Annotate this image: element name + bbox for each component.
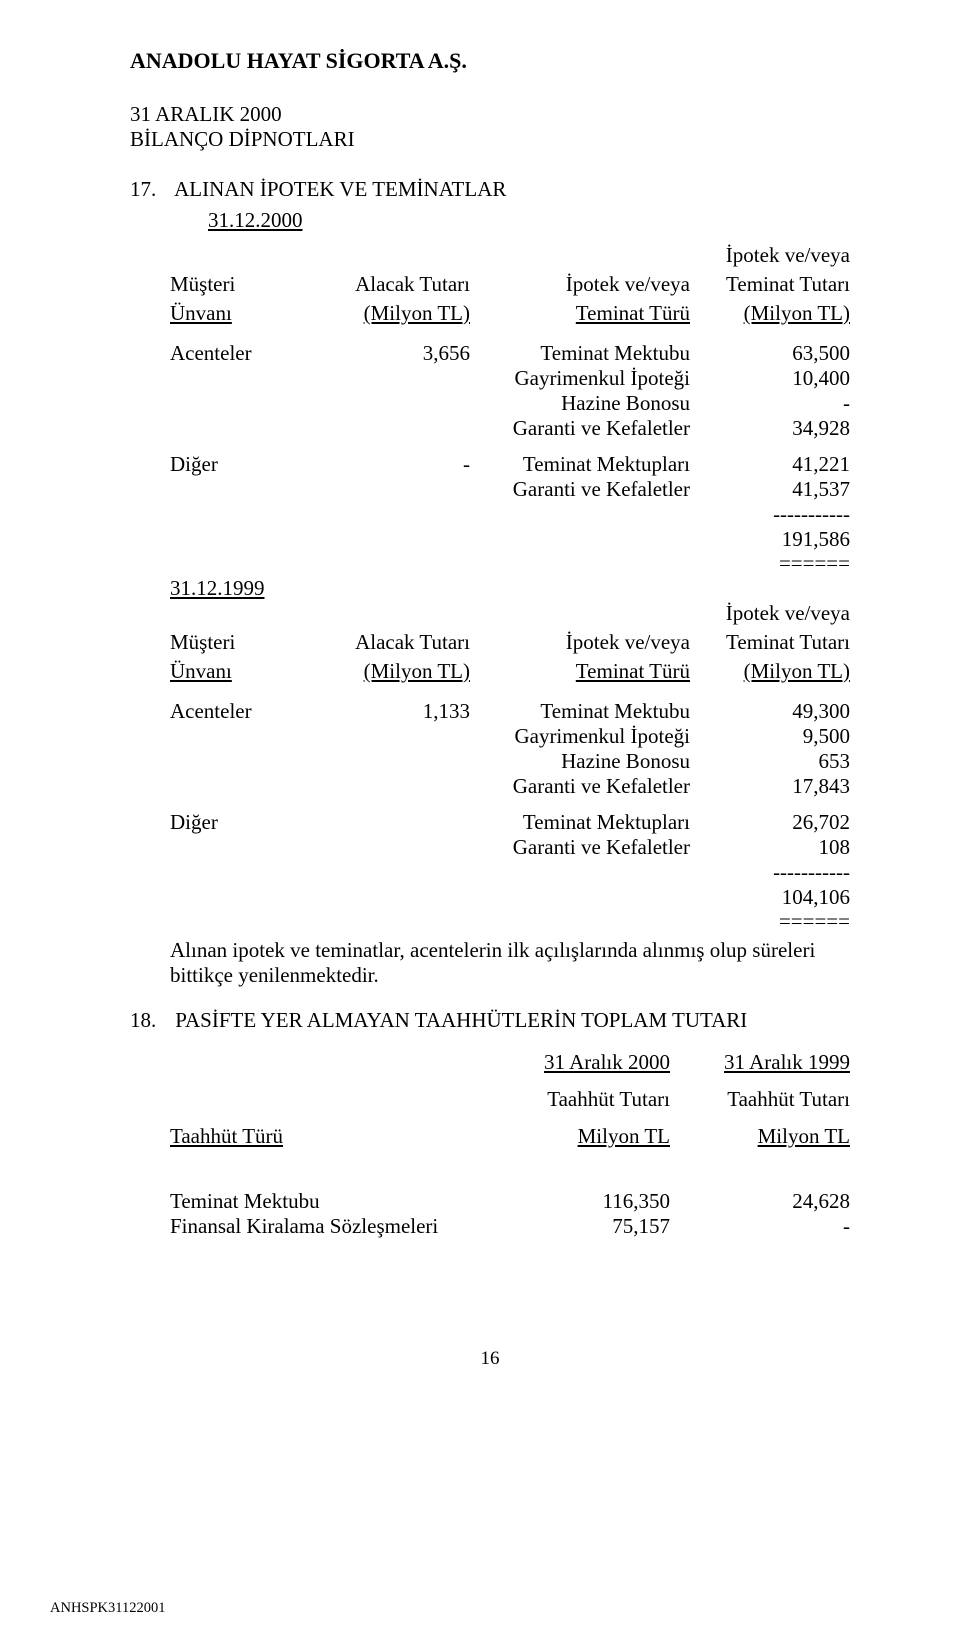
- s18-r2-a: 75,157: [480, 1214, 670, 1239]
- period-1-date: 31.12.2000: [130, 208, 850, 233]
- p2-h-amount-l1: İpotek ve/veya: [690, 601, 850, 630]
- p1-r5-val: 41,221: [690, 452, 850, 477]
- p1-r5-type: Teminat Mektupları: [470, 452, 690, 477]
- p2-h-customer: Müşteri: [170, 630, 310, 659]
- p1-r2-type: Gayrimenkul İpoteği: [470, 366, 690, 391]
- period-2-table-wrap: İpotek ve/veya Müşteri Alacak Tutarı İpo…: [130, 601, 850, 934]
- p2-r1-type: Teminat Mektubu: [470, 699, 690, 724]
- p1-r2-val: 10,400: [690, 366, 850, 391]
- p1-agents-label: Acenteler: [170, 341, 310, 366]
- p2-dash: -----------: [690, 860, 850, 885]
- p2-r6-val: 108: [690, 835, 850, 860]
- page-number: 16: [130, 1348, 850, 1370]
- p1-h-amount-unit: (Milyon TL): [744, 301, 850, 325]
- p2-agents-label: Acenteler: [170, 699, 310, 724]
- p2-h-customer-unit: Ünvanı: [170, 659, 232, 683]
- company-title: ANADOLU HAYAT SİGORTA A.Ş.: [130, 48, 850, 74]
- p2-r5-val: 26,702: [690, 810, 850, 835]
- report-date: 31 ARALIK 2000: [130, 102, 850, 127]
- p2-r2-val: 9,500: [690, 724, 850, 749]
- s18-r1-a: 116,350: [480, 1189, 670, 1214]
- p1-r6-type: Garanti ve Kefaletler: [470, 477, 690, 502]
- p1-r1-val: 63,500: [690, 341, 850, 366]
- s18-unitB: Milyon TL: [758, 1124, 850, 1148]
- period-1-date-text: 31.12.2000: [208, 208, 303, 232]
- p2-h-type-unit: Teminat Türü: [576, 659, 690, 683]
- s18-unitA: Milyon TL: [578, 1124, 670, 1148]
- doc-code: ANHSPK31122001: [50, 1600, 165, 1617]
- p1-h-recv: Alacak Tutarı: [310, 272, 470, 301]
- p1-h-customer-unit: Ünvanı: [170, 301, 232, 325]
- s18-subA: Taahhüt Tutarı: [480, 1087, 670, 1112]
- p1-h-customer: Müşteri: [170, 272, 310, 301]
- p2-r1-val: 49,300: [690, 699, 850, 724]
- period-1-header-table: İpotek ve/veya Müşteri Alacak Tutarı İpo…: [170, 243, 850, 576]
- p1-h-amount-l1: İpotek ve/veya: [690, 243, 850, 272]
- p1-r1-type: Teminat Mektubu: [470, 341, 690, 366]
- p1-r3-type: Hazine Bonosu: [470, 391, 690, 416]
- p2-other-label: Diğer: [170, 810, 310, 835]
- p2-total: 104,106: [690, 885, 850, 910]
- s18-subB: Taahhüt Tutarı: [670, 1087, 850, 1112]
- p2-h-recv: Alacak Tutarı: [310, 630, 470, 659]
- p1-agents-recv: 3,656: [310, 341, 470, 366]
- period-1-table-wrap: İpotek ve/veya Müşteri Alacak Tutarı İpo…: [130, 243, 850, 576]
- p2-r4-val: 17,843: [690, 774, 850, 799]
- section-18-table-wrap: 31 Aralık 2000 31 Aralık 1999 Taahhüt Tu…: [130, 1050, 850, 1238]
- p1-h-amount-l2: Teminat Tutarı: [690, 272, 850, 301]
- p2-r4-type: Garanti ve Kefaletler: [470, 774, 690, 799]
- section-18-table: 31 Aralık 2000 31 Aralık 1999 Taahhüt Tu…: [170, 1050, 850, 1238]
- p2-r6-type: Garanti ve Kefaletler: [470, 835, 690, 860]
- p1-total: 191,586: [690, 527, 850, 552]
- p2-h-type: İpotek ve/veya: [470, 630, 690, 659]
- section-17-number: 17.: [130, 177, 170, 202]
- period-2-header-table: İpotek ve/veya Müşteri Alacak Tutarı İpo…: [170, 601, 850, 934]
- p2-h-recv-unit: (Milyon TL): [364, 659, 470, 683]
- p2-agents-recv: 1,133: [310, 699, 470, 724]
- s18-r1-b: 24,628: [670, 1189, 850, 1214]
- p1-r4-type: Garanti ve Kefaletler: [470, 416, 690, 441]
- p1-dash: -----------: [690, 502, 850, 527]
- p1-other-recv: -: [310, 452, 470, 477]
- report-subtitle: 31 ARALIK 2000 BİLANÇO DİPNOTLARI: [130, 102, 850, 152]
- p1-h-type-unit: Teminat Türü: [576, 301, 690, 325]
- section-18-title: PASİFTE YER ALMAYAN TAAHHÜTLERİN TOPLAM …: [175, 1008, 747, 1032]
- p2-r3-val: 653: [690, 749, 850, 774]
- report-name: BİLANÇO DİPNOTLARI: [130, 127, 850, 152]
- p1-h-type: İpotek ve/veya: [470, 272, 690, 301]
- p1-r4-val: 34,928: [690, 416, 850, 441]
- p2-r5-type: Teminat Mektupları: [470, 810, 690, 835]
- page: ANADOLU HAYAT SİGORTA A.Ş. 31 ARALIK 200…: [0, 0, 960, 1645]
- section-17-note: Alınan ipotek ve teminatlar, acentelerin…: [130, 938, 850, 988]
- section-18-header: 18. PASİFTE YER ALMAYAN TAAHHÜTLERİN TOP…: [130, 1008, 850, 1033]
- s18-r2-label: Finansal Kiralama Sözleşmeleri: [170, 1214, 480, 1239]
- p2-eq: ======: [690, 909, 850, 934]
- p2-h-amount-l2: Teminat Tutarı: [690, 630, 850, 659]
- p1-eq: ======: [690, 551, 850, 576]
- section-18-number: 18.: [130, 1008, 170, 1033]
- period-2-date: 31.12.1999: [130, 576, 850, 601]
- s18-colB: 31 Aralık 1999: [724, 1050, 850, 1074]
- section-17-header: 17. ALINAN İPOTEK VE TEMİNATLAR: [130, 177, 850, 202]
- p1-r3-val: -: [690, 391, 850, 416]
- s18-r2-b: -: [670, 1214, 850, 1239]
- p1-other-label: Diğer: [170, 452, 310, 477]
- p2-h-amount-unit: (Milyon TL): [744, 659, 850, 683]
- p2-r2-type: Gayrimenkul İpoteği: [470, 724, 690, 749]
- p2-r3-type: Hazine Bonosu: [470, 749, 690, 774]
- section-17-title: ALINAN İPOTEK VE TEMİNATLAR: [174, 177, 506, 201]
- s18-colA: 31 Aralık 2000: [544, 1050, 670, 1074]
- s18-r1-label: Teminat Mektubu: [170, 1189, 480, 1214]
- s18-rowhead: Taahhüt Türü: [170, 1124, 283, 1148]
- period-2-date-text: 31.12.1999: [170, 576, 265, 600]
- p1-r6-val: 41,537: [690, 477, 850, 502]
- p1-h-recv-unit: (Milyon TL): [364, 301, 470, 325]
